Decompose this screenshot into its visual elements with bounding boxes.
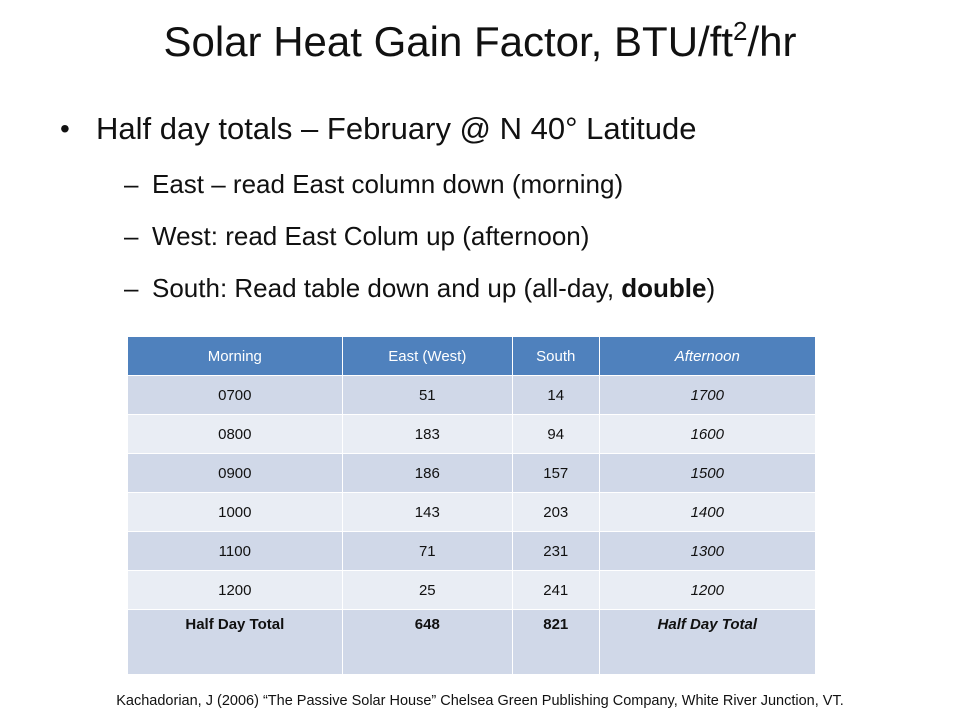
table-header-row: Morning East (West) South Afternoon [128, 337, 817, 376]
dash-icon: – [124, 221, 139, 251]
bullet-list: • Half day totals – February @ N 40° Lat… [58, 108, 938, 306]
table-row: 1100 71 231 1300 [128, 531, 817, 571]
cell-afternoon: 1400 [599, 492, 817, 532]
solar-heat-gain-table: Morning East (West) South Afternoon 0700… [128, 337, 817, 674]
cell-afternoon: 1700 [599, 375, 817, 415]
table-row: 0800 183 94 1600 [128, 414, 817, 454]
citation-footer: Kachadorian, J (2006) “The Passive Solar… [116, 693, 844, 709]
table-row: 1000 143 203 1400 [128, 492, 817, 532]
cell-afternoon: 1200 [599, 570, 817, 610]
cell-morning: 1100 [128, 531, 343, 571]
cell-east: 143 [342, 492, 513, 532]
cell-south: 14 [512, 375, 600, 415]
cell-east: 183 [342, 414, 513, 454]
table-total-row: Half Day Total 648 821 Half Day Total [128, 609, 817, 674]
cell-afternoon: 1600 [599, 414, 817, 454]
cell-south: 94 [512, 414, 600, 454]
subitem-text: East – read East column down (morning) [152, 169, 624, 199]
subitem-east: – East – read East column down (morning) [58, 166, 938, 202]
cell-east: 186 [342, 453, 513, 493]
cell-east: 25 [342, 570, 513, 610]
cell-afternoon: 1300 [599, 531, 817, 571]
table-row: 0900 186 157 1500 [128, 453, 817, 493]
header-east-west: East (West) [342, 337, 513, 376]
cell-morning: 1200 [128, 570, 343, 610]
cell-morning: 0900 [128, 453, 343, 493]
bullet-item: • Half day totals – February @ N 40° Lat… [58, 108, 938, 150]
subitem-text-pre: South: Read table down and up (all-day, [152, 273, 622, 303]
total-label-afternoon: Half Day Total [599, 609, 817, 674]
bullet-text: Half day totals – February @ N 40° Latit… [96, 111, 697, 146]
header-afternoon: Afternoon [599, 337, 817, 376]
header-south: South [512, 337, 600, 376]
table-row: 1200 25 241 1200 [128, 570, 817, 610]
subitem-text-post: ) [706, 273, 716, 303]
slide-title: Solar Heat Gain Factor, BTU/ft2/hr [0, 14, 960, 70]
cell-south: 231 [512, 531, 600, 571]
table-row: 0700 51 14 1700 [128, 375, 817, 415]
subitem-text: South: Read table down and up (all-day, … [138, 270, 715, 306]
cell-east: 51 [342, 375, 513, 415]
total-east: 648 [342, 609, 513, 674]
cell-morning: 0700 [128, 375, 343, 415]
cell-east: 71 [342, 531, 513, 571]
subitem-text-bold: double [621, 273, 707, 303]
subitem-west: – West: read East Colum up (afternoon) [58, 218, 938, 254]
cell-afternoon: 1500 [599, 453, 817, 493]
title-text: Solar Heat Gain Factor, BTU/ft [163, 18, 734, 65]
cell-south: 157 [512, 453, 600, 493]
total-label-morning: Half Day Total [128, 609, 343, 674]
cell-morning: 1000 [128, 492, 343, 532]
total-south: 821 [512, 609, 600, 674]
subitem-text: West: read East Colum up (afternoon) [152, 221, 590, 251]
title-superscript: 2 [733, 16, 748, 46]
dash-icon: – [124, 169, 139, 199]
cell-south: 203 [512, 492, 600, 532]
header-morning: Morning [128, 337, 343, 376]
bullet-dot-icon: • [60, 113, 70, 144]
subitem-south: – South: Read table down and up (all-day… [58, 270, 938, 306]
cell-morning: 0800 [128, 414, 343, 454]
dash-icon: – [124, 273, 139, 303]
title-tail: /hr [747, 18, 797, 65]
cell-south: 241 [512, 570, 600, 610]
